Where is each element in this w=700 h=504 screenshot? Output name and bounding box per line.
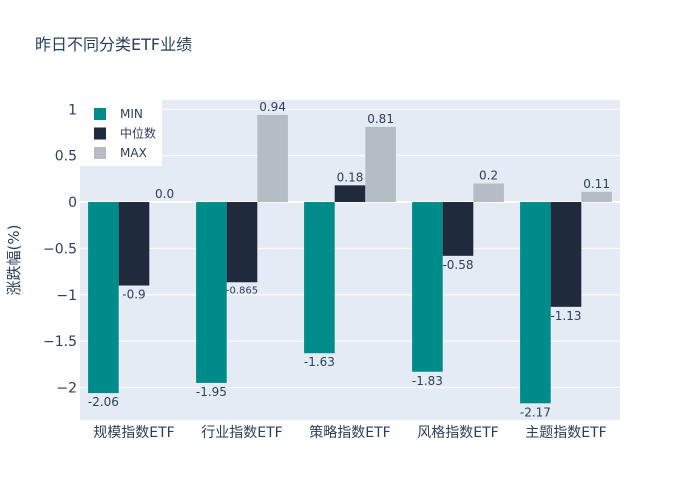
y-axis-label: 涨跌幅(%): [5, 225, 23, 296]
legend-box: [80, 100, 162, 166]
bar-2: [334, 185, 366, 203]
x-tick-label: 风格指数ETF: [417, 425, 498, 441]
legend-swatch: [94, 147, 106, 159]
gridlines: [80, 108, 620, 389]
data-label: -2.17: [520, 405, 551, 419]
data-label: -0.865: [226, 285, 258, 296]
legend-swatch: [94, 127, 106, 140]
y-tick-label: 0.5: [55, 149, 77, 165]
y-tick-label: 1: [68, 102, 77, 118]
data-label: 0.94: [259, 100, 286, 114]
x-axis-ticks: 规模指数ETF 行业指数ETF 策略指数ETF 风格指数ETF 主题指数ETF: [93, 424, 606, 441]
y-tick-label: 0: [68, 195, 77, 211]
bar-3: [473, 183, 504, 203]
x-tick-label: 规模指数ETF: [93, 425, 174, 441]
x-tick-label: 策略指数ETF: [309, 424, 390, 441]
data-label: 0.18: [337, 170, 364, 184]
bar-1: [520, 202, 551, 404]
y-tick-label: −1.5: [43, 334, 77, 350]
chart-title: 昨日不同分类ETF业绩: [35, 35, 192, 54]
x-tick-label: 行业指数ETF: [201, 425, 282, 441]
data-label: -1.95: [196, 385, 227, 399]
legend-label: MIN: [120, 107, 143, 121]
bar-2: [118, 202, 150, 286]
y-tick-label: −2: [56, 381, 77, 397]
data-label: -2.06: [88, 395, 119, 409]
data-label: 0.0: [155, 187, 174, 201]
legend-label: 中位数: [120, 126, 156, 141]
x-tick-label: 主题指数ETF: [525, 425, 606, 441]
bar-3: [257, 114, 288, 203]
data-label: -1.13: [550, 309, 581, 323]
legend-swatch: [94, 108, 106, 120]
bar-1: [196, 202, 227, 383]
bar-1: [412, 202, 443, 372]
legend: MIN 中位数 MAX: [80, 100, 162, 166]
bar-2: [550, 202, 582, 307]
bars: [88, 114, 612, 404]
bar-3: [365, 126, 396, 203]
data-label: -0.58: [442, 258, 473, 272]
bar-1: [304, 202, 335, 354]
bar-1: [88, 202, 119, 394]
bar-3: [581, 191, 612, 203]
data-label: 0.81: [367, 112, 394, 126]
y-tick-label: −1: [56, 288, 77, 304]
data-labels: -2.06 -0.9 0.0 -1.95 -0.865 0.94 -1.63 0.18 0.81…: [88, 100, 610, 419]
bar-2: [442, 202, 474, 256]
data-label: -1.83: [412, 374, 443, 388]
bar-2: [226, 202, 258, 283]
legend-label: MAX: [120, 146, 147, 160]
data-label: -0.9: [122, 288, 145, 302]
data-label: -1.63: [304, 355, 335, 369]
data-label: 0.11: [583, 177, 610, 191]
y-axis-ticks: −2 −1.5 −1 −0.5 0 0.5 1: [43, 102, 77, 396]
y-tick-label: −0.5: [43, 241, 77, 257]
data-label: 0.2: [479, 168, 498, 182]
